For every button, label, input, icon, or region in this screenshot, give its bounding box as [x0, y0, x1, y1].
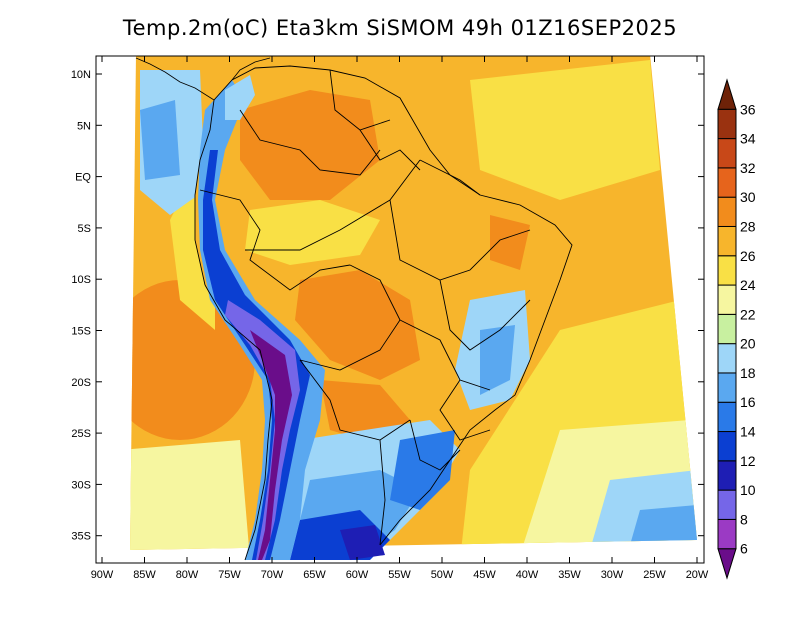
plata-coldest-area	[340, 525, 385, 560]
colorbar-label: 14	[740, 424, 756, 440]
colorbar-box	[717, 401, 737, 433]
lat-label: 20S	[71, 377, 91, 389]
colorbar-box	[717, 167, 737, 198]
lat-label: 35S	[71, 531, 91, 543]
colorbar-box	[717, 313, 737, 345]
lat-label: 15S	[71, 326, 91, 338]
colorbar-label: 30	[740, 189, 756, 205]
colorbar-label: 18	[740, 365, 756, 381]
lon-label: 85W	[133, 569, 156, 581]
andes-coldest-band	[250, 330, 292, 560]
central-america-coast	[135, 57, 271, 101]
colorbar-min-triangle	[717, 548, 737, 580]
lon-label: 25W	[643, 569, 666, 581]
colorbar-box	[717, 431, 737, 462]
colorbar-label: 8	[740, 511, 748, 527]
lon-label: 70W	[261, 569, 284, 581]
colorbar-label: 20	[740, 336, 756, 352]
southeast-cold-area	[480, 325, 515, 395]
interior-yellow-area	[245, 200, 380, 265]
colorbar-box	[717, 284, 737, 315]
atlantic-tropical-band	[470, 60, 660, 200]
pacific-south-band	[130, 440, 250, 550]
colorbar-label: 6	[740, 541, 748, 557]
colorbar-box	[717, 138, 737, 169]
colorbar-label: 26	[740, 248, 756, 264]
lat-label: 10S	[71, 274, 91, 286]
andes-north-cool	[225, 75, 255, 120]
lon-label: 20W	[686, 569, 709, 581]
lon-label: 90W	[91, 569, 114, 581]
colorbar-box	[717, 489, 737, 520]
northeast-warm-area	[490, 215, 530, 270]
lon-label: 30W	[601, 569, 624, 581]
colorbar: 6 8 10 12 14 16 18 20 22 24 26 28 30 32 34 36	[717, 78, 756, 580]
lat-label: EQ	[75, 172, 91, 184]
colorbar-label: 36	[740, 101, 756, 117]
lat-label: 5S	[78, 223, 91, 235]
map-title: Temp.2m(oC) Eta3km SiSMOM 49h 01Z16SEP20…	[122, 16, 678, 40]
lon-label: 75W	[218, 569, 241, 581]
colorbar-label: 28	[740, 218, 756, 234]
lat-label: 30S	[71, 479, 91, 491]
colorbar-box	[717, 225, 737, 257]
south-brazil-cold-area	[390, 430, 455, 510]
colorbar-label: 22	[740, 306, 756, 322]
colorbar-label: 34	[740, 131, 756, 147]
pacific-equatorial-cold	[140, 100, 180, 180]
colorbar-box	[717, 372, 737, 403]
lon-label: 50W	[431, 569, 454, 581]
colorbar-label: 10	[740, 482, 756, 498]
lat-label: 25S	[71, 428, 91, 440]
axis-ticks: 10N 5N EQ 5S 10S 15S 20S 25S 30S 35S 90W 85W 80W 75W 7…	[71, 56, 709, 581]
colorbar-box	[717, 196, 737, 227]
lon-label: 55W	[388, 569, 411, 581]
lon-label: 35W	[558, 569, 581, 581]
colorbar-label: 32	[740, 160, 756, 176]
atlantic-coldest-band	[630, 505, 697, 545]
colorbar-label: 12	[740, 453, 756, 469]
colorbar-max-triangle	[717, 78, 737, 110]
lat-label: 10N	[71, 69, 91, 81]
colorbar-box	[717, 108, 737, 140]
colorbar-label: 24	[740, 277, 756, 293]
lon-label: 65W	[303, 569, 326, 581]
colorbar-box	[717, 460, 737, 491]
colorbar-box	[717, 255, 737, 286]
lon-label: 60W	[346, 569, 369, 581]
lat-label: 5N	[77, 120, 91, 132]
country-borders	[194, 65, 573, 561]
colorbar-label: 16	[740, 394, 756, 410]
colorbar-box	[717, 518, 737, 550]
lon-label: 40W	[516, 569, 539, 581]
colorbar-box	[717, 343, 737, 374]
lon-label: 45W	[473, 569, 496, 581]
lon-label: 80W	[176, 569, 199, 581]
pacific-warm-area	[130, 280, 255, 440]
